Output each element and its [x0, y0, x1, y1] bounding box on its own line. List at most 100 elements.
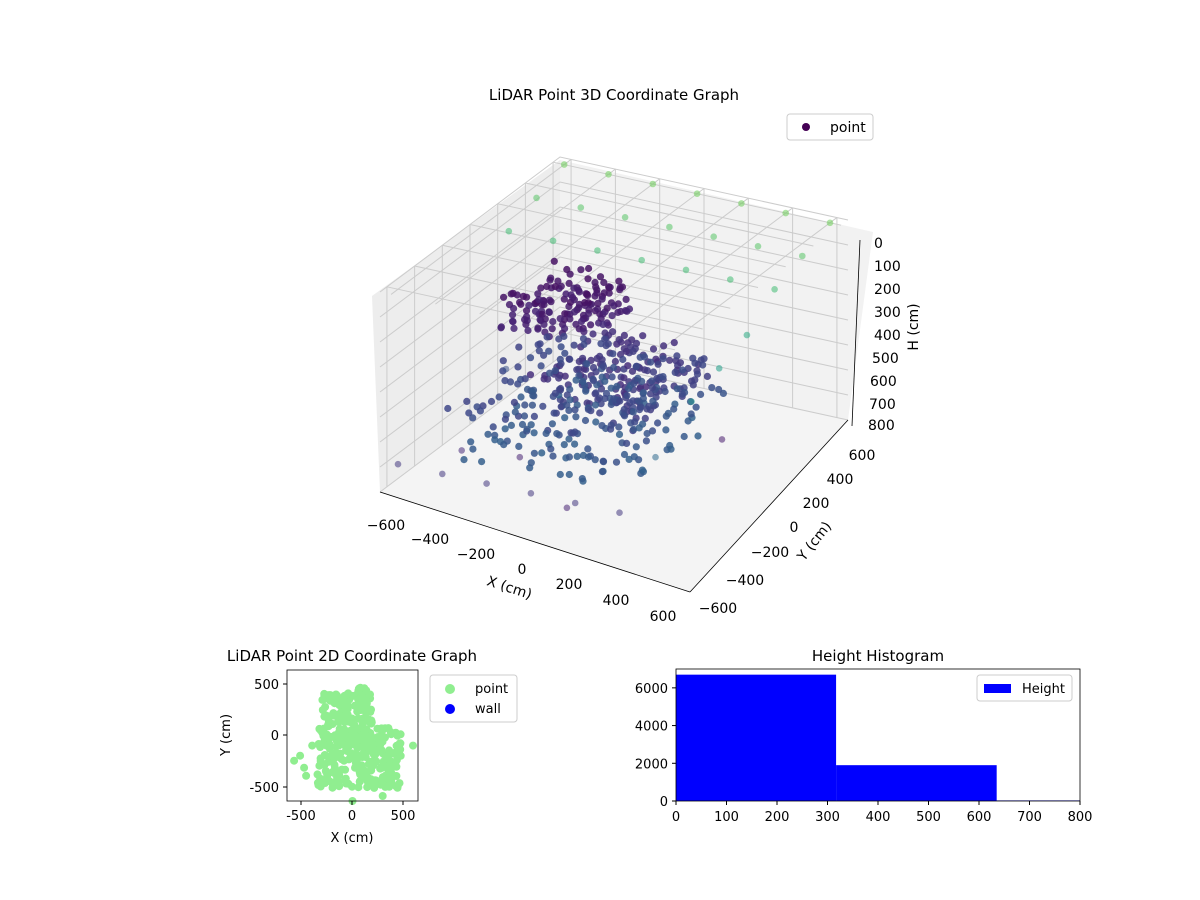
chart-2d-x-tick: 500 — [391, 809, 416, 824]
chart-2d-point — [368, 746, 377, 755]
chart-3d-point — [594, 247, 601, 254]
chart-2d-point — [367, 731, 376, 740]
chart-3d-point — [613, 382, 621, 390]
chart-3d-point — [604, 321, 612, 329]
chart-3d-point — [622, 295, 630, 303]
chart-3d-y-tick: −200 — [751, 545, 789, 561]
chart-3d-point — [659, 373, 667, 381]
chart-3d-floor-pane — [380, 357, 848, 592]
chart-3d-points — [394, 161, 834, 516]
chart-3d-point — [599, 320, 607, 329]
chart-3d-point — [678, 390, 687, 398]
chart-2d-point — [384, 724, 393, 733]
chart-3d-point — [556, 315, 564, 323]
chart-3d-point — [620, 450, 629, 459]
chart-3d-point — [548, 420, 557, 428]
chart-3d: LiDAR Point 3D Coordinate Graph −600 −40… — [367, 86, 922, 625]
chart-3d-point — [533, 194, 540, 202]
chart-2d-point — [385, 774, 394, 783]
chart-3d-point — [591, 401, 600, 409]
chart-3d-point — [623, 392, 631, 400]
chart-3d-point — [583, 360, 591, 368]
chart-3d-point — [647, 358, 655, 366]
chart-3d-point — [581, 299, 589, 307]
chart-2d-point — [330, 754, 339, 763]
chart-2d-y-tick: 500 — [254, 678, 279, 693]
chart-3d-point — [572, 413, 580, 421]
chart-3d-point — [521, 401, 529, 409]
chart-3d-point — [553, 430, 561, 438]
chart-3d-h-axis-line — [851, 239, 861, 427]
chart-3d-point — [394, 460, 402, 468]
chart-2d-y-ticks: 500 0 -500 — [249, 678, 287, 796]
chart-3d-point — [584, 405, 593, 413]
chart-2d-point — [367, 775, 375, 784]
chart-3d-point — [630, 425, 638, 433]
histogram-bar — [676, 674, 837, 801]
chart-3d-point — [536, 340, 544, 348]
chart-3d-point — [584, 445, 592, 453]
chart-3d-point — [550, 409, 558, 417]
histogram-y-tick: 4000 — [635, 720, 668, 735]
chart-3d-point — [649, 368, 658, 376]
chart-2d-point — [378, 792, 387, 800]
chart-3d-x-tick: 0 — [518, 562, 527, 578]
chart-3d-point — [648, 384, 656, 392]
chart-3d-point — [597, 314, 605, 323]
chart-3d-point — [598, 468, 607, 476]
chart-3d-point — [620, 345, 628, 353]
chart-2d-point — [376, 764, 385, 773]
chart-2d-x-tick: 0 — [348, 809, 356, 824]
chart-3d-title: LiDAR Point 3D Coordinate Graph — [489, 86, 739, 104]
chart-2d-point — [308, 741, 317, 750]
chart-3d-point — [501, 377, 509, 385]
chart-2d-point — [393, 781, 402, 790]
chart-3d-point — [599, 362, 608, 371]
chart-3d-point — [718, 436, 726, 443]
chart-2d-point — [393, 731, 402, 740]
chart-3d-h-tick: 200 — [874, 282, 901, 298]
chart-3d-y-tick: 400 — [827, 472, 854, 488]
chart-3d-gridline — [379, 206, 849, 343]
chart-3d-back-left-pane — [372, 160, 560, 492]
chart-3d-point — [616, 397, 624, 405]
chart-3d-point — [515, 442, 523, 450]
chart-2d-point — [324, 716, 333, 725]
chart-3d-point — [520, 412, 529, 420]
chart-3d-point — [557, 384, 565, 393]
chart-3d-point — [518, 420, 527, 429]
histogram-x-tick: 300 — [815, 810, 840, 825]
chart-3d-point — [601, 377, 609, 385]
histogram-y-tick: 2000 — [635, 757, 668, 772]
chart-3d-point — [673, 385, 681, 393]
chart-3d-gridline — [414, 265, 703, 330]
chart-3d-point — [524, 326, 532, 335]
chart-3d-point — [469, 414, 477, 422]
chart-3d-point — [534, 290, 542, 298]
chart-3d-point — [598, 422, 606, 430]
chart-3d-point — [641, 414, 649, 422]
chart-3d-point — [575, 286, 583, 294]
chart-2d-legend-label-wall: wall — [475, 702, 501, 717]
chart-3d-point — [621, 412, 629, 420]
chart-2d-point — [338, 700, 346, 709]
chart-3d-point — [508, 311, 517, 319]
chart-3d-point — [571, 428, 579, 436]
chart-3d-point — [629, 397, 637, 405]
chart-2d-point — [338, 739, 346, 748]
chart-3d-point — [649, 397, 657, 405]
chart-3d-point — [530, 449, 539, 457]
chart-2d-legend-marker-point — [445, 684, 455, 694]
chart-3d-point — [587, 321, 595, 329]
chart-3d-point — [476, 407, 484, 415]
chart-3d-point — [527, 459, 535, 467]
chart-3d-point — [697, 390, 705, 398]
chart-3d-point — [620, 331, 629, 339]
chart-2d-point — [328, 783, 337, 792]
chart-3d-point — [610, 395, 618, 403]
chart-2d-point — [332, 690, 340, 699]
chart-3d-point — [634, 374, 642, 382]
chart-3d-point — [689, 381, 697, 389]
chart-3d-point — [545, 347, 553, 355]
